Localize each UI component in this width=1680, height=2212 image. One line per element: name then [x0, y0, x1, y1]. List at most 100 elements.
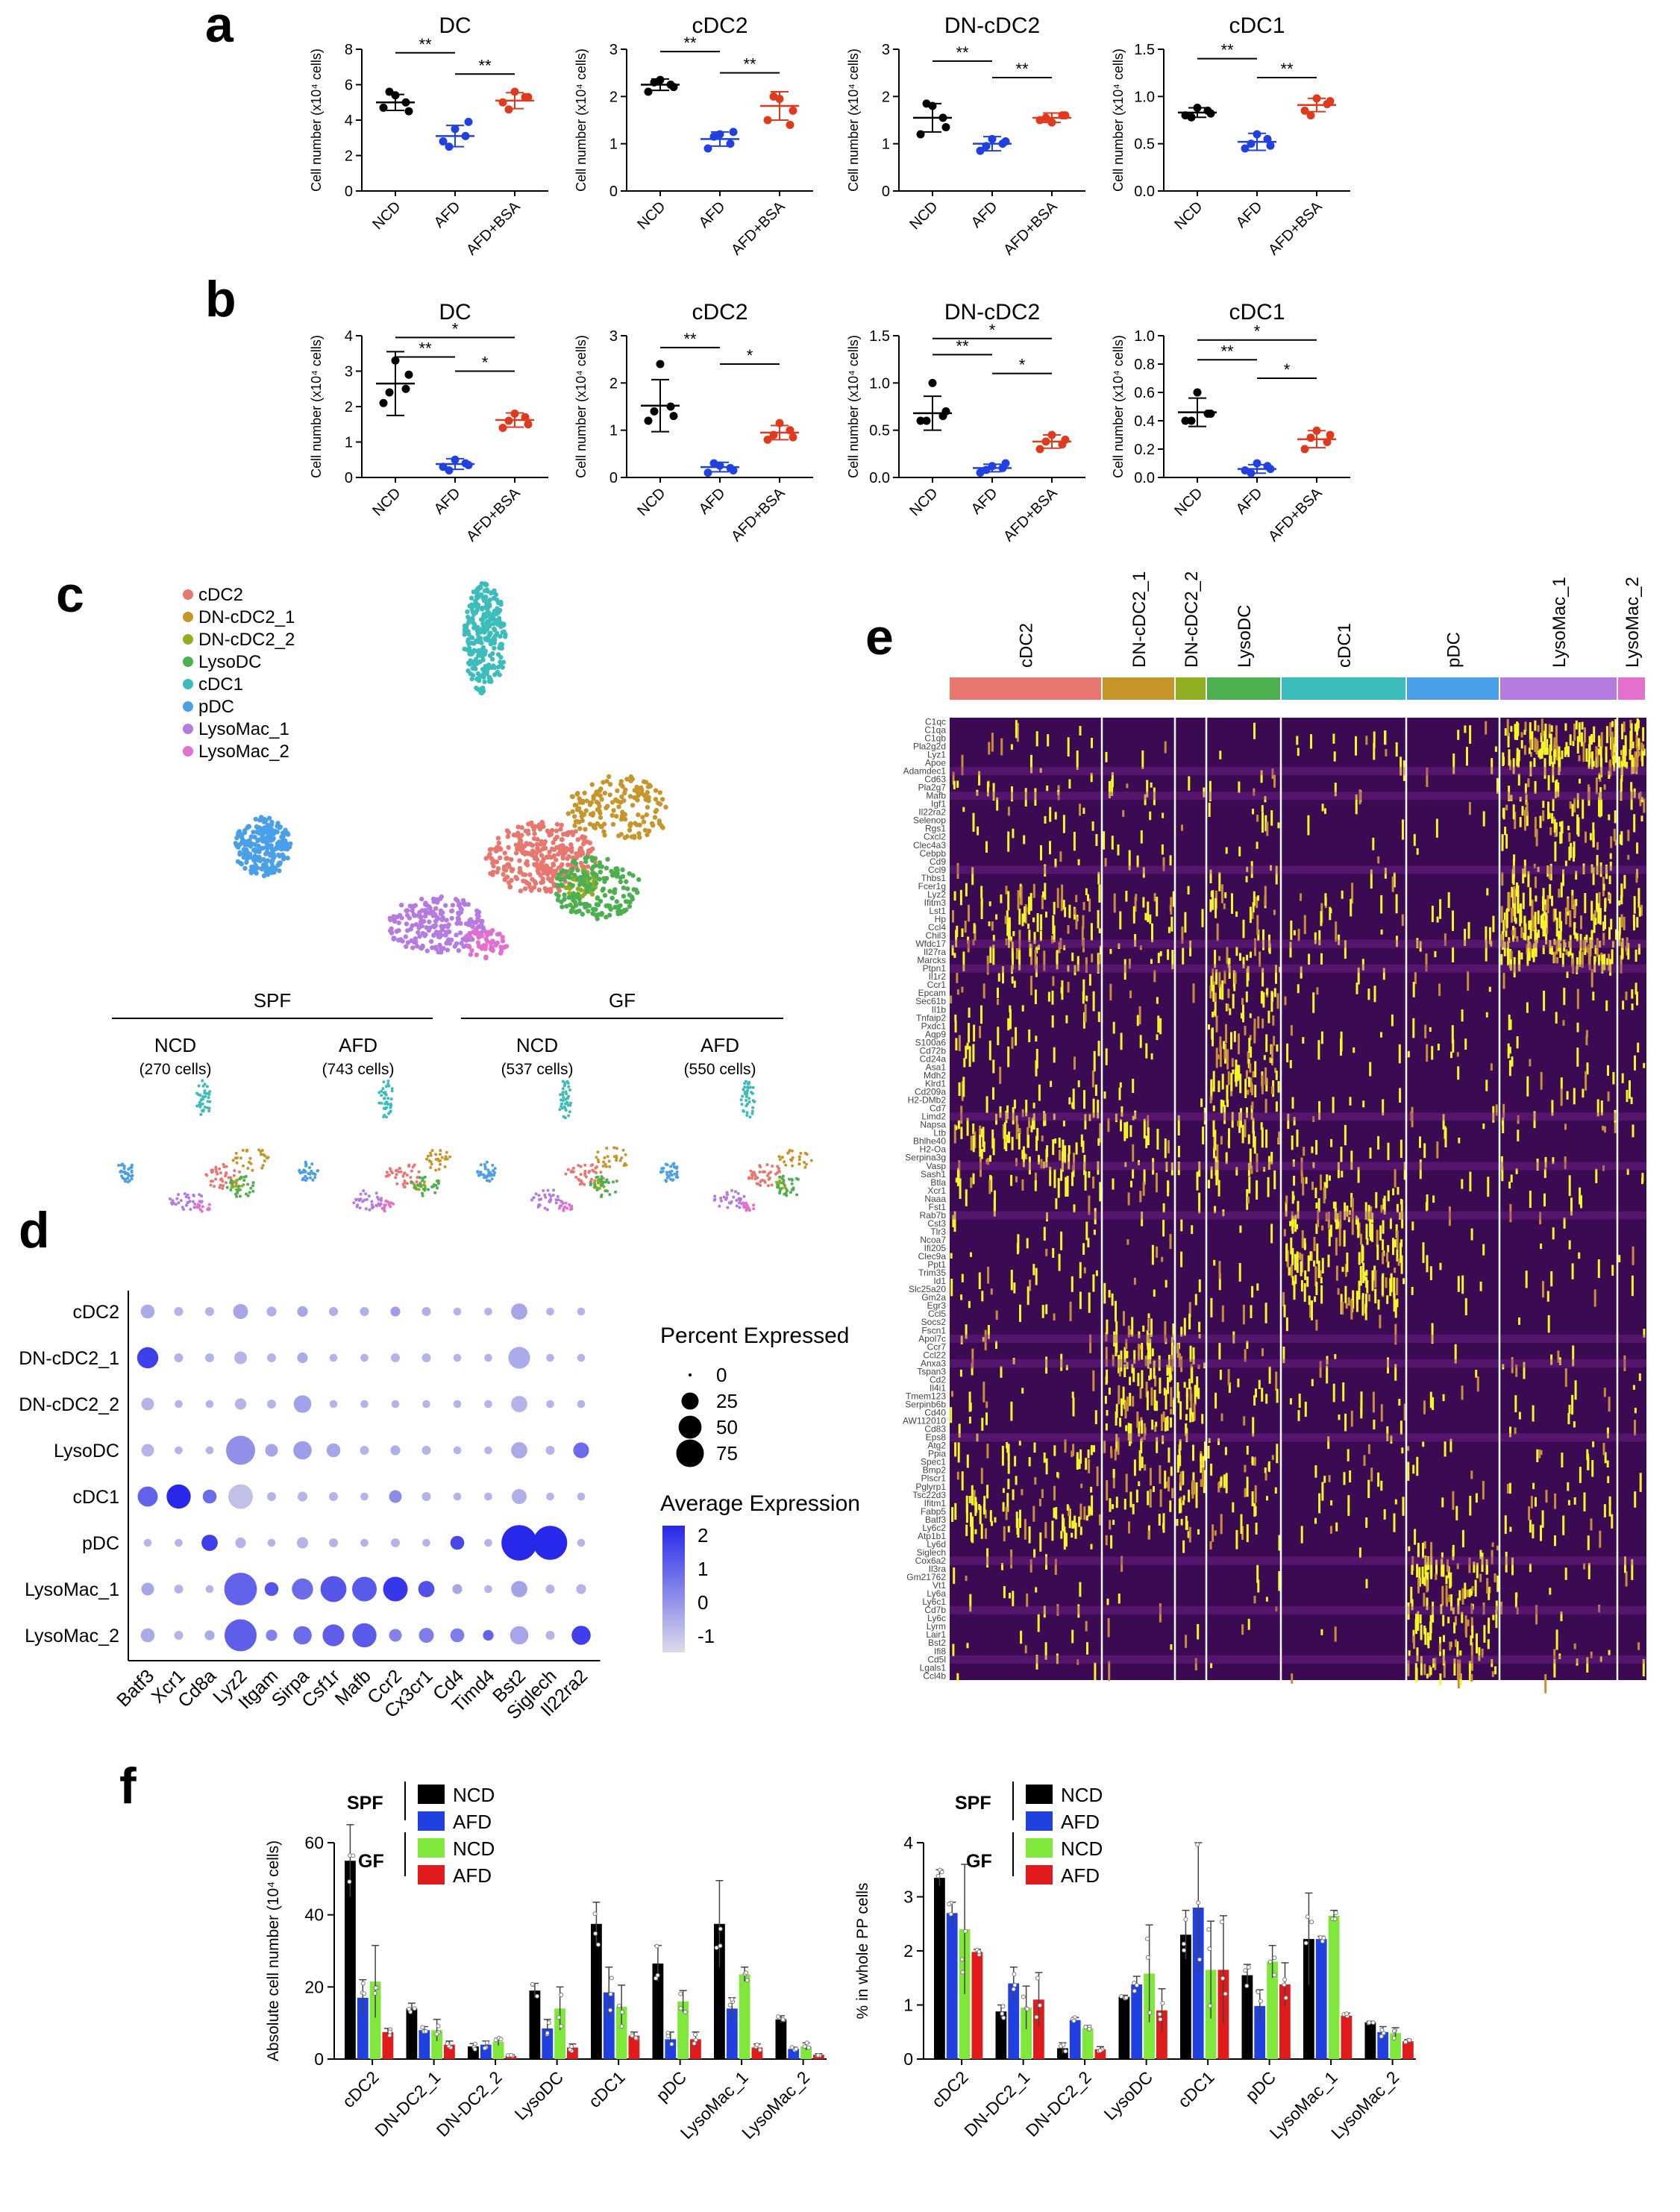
heatmap-cell-6-2: [1193, 1403, 1196, 1421]
umap-main-cell-0: [496, 847, 501, 852]
heatmap-cell-2-0: [1012, 931, 1015, 936]
dotplot-dot-7-13: [545, 1631, 555, 1640]
heatmap-cell-5-1: [1153, 1289, 1156, 1297]
heatmap-cell-2-6: [1565, 949, 1568, 955]
umap-main-cell-6: [459, 906, 464, 912]
heatmap-cell-2-4: [1290, 920, 1293, 941]
heatmap-cell-5-4: [1335, 1222, 1338, 1229]
heatmap-cell-2-0: [1082, 902, 1085, 911]
umap-mini-1-cell-3: [421, 1191, 424, 1195]
heatmap-cell-1-6: [1559, 821, 1561, 827]
umap-mini-1-cell-1: [429, 1151, 432, 1155]
heatmap-cluster-bar-4: [1282, 677, 1405, 700]
heatmap-cell-3-1: [1138, 1006, 1141, 1025]
umap-main-cell-0: [532, 824, 537, 830]
umap-main-cell-3: [586, 903, 592, 909]
heatmap-cell-6-0: [982, 1337, 985, 1342]
heatmap-cell-0-6: [1590, 752, 1593, 759]
heatmap-cell-2-0: [1076, 956, 1079, 971]
heatmap-cell-3-3: [1264, 1067, 1267, 1085]
umap-mini-3-cell-4: [745, 1104, 748, 1108]
umap-main-cell-1: [652, 815, 658, 820]
umap-main-cell-0: [535, 868, 541, 874]
heatmap-cell-1-6: [1609, 862, 1612, 871]
panel-a-siglabel-1-1: **: [743, 55, 756, 74]
heatmap-cell-0-6: [1588, 736, 1591, 751]
panel-b-point-1-2-1: [786, 426, 794, 435]
umap-mini-3-cell-7: [742, 1206, 746, 1209]
umap-mini-1-cell-0: [403, 1179, 407, 1182]
heatmap-cell-0-6: [1600, 732, 1603, 749]
panel-b-point-3-0-3: [1187, 416, 1196, 425]
panel-b-siglabel-2-0: **: [956, 336, 969, 355]
heatmap-cell-5-4: [1285, 1245, 1288, 1262]
umap-main-cell-6: [418, 914, 423, 919]
heatmap-cell-0-7: [1631, 754, 1634, 774]
umap-main-cell-0: [506, 845, 511, 850]
umap-mini-1-cell-1: [437, 1159, 441, 1162]
heatmap-cell-5-1: [1111, 1293, 1114, 1306]
heatmap-cell-3-4: [1300, 966, 1303, 979]
heatmap-cell-3-5: [1407, 1050, 1410, 1058]
heatmap-cell-1-6: [1549, 863, 1552, 881]
heatmap-cell-5-0: [1060, 1231, 1063, 1250]
heatmap-cell-6-3: [1219, 1370, 1222, 1380]
heatmap-cell-2-7: [1620, 888, 1623, 897]
heatmap-cell-3-0: [982, 983, 985, 999]
umap-main-cell-3: [598, 869, 603, 875]
heatmap-cell-5-4: [1291, 1250, 1294, 1265]
heatmap-cell-2-0: [1029, 892, 1032, 911]
heatmap-cell-6-2: [1180, 1326, 1183, 1337]
heatmap-cell-2-6: [1532, 915, 1535, 932]
heatmap-cell-1-6: [1526, 811, 1529, 827]
umap-main-cell-4: [475, 653, 481, 659]
umap-main-cell-7: [495, 932, 501, 937]
umap-mini-2-cell-0: [590, 1177, 594, 1181]
umap-main-cell-4: [468, 659, 474, 665]
heatmap-cell-4-4: [1377, 1135, 1380, 1150]
heatmap-cell-0-7: [1626, 762, 1629, 769]
heatmap-cell-5-4: [1394, 1239, 1397, 1248]
heatmap-cell-5-4: [1321, 1258, 1324, 1273]
heatmap-cell-4-0: [1062, 1121, 1065, 1127]
heatmap-cell-5-4: [1397, 1187, 1400, 1195]
heatmap-cell-5-6: [1543, 1193, 1546, 1207]
heatmap-cell-3-3: [1210, 1079, 1213, 1100]
umap-main-cell-3: [555, 897, 561, 903]
umap-main-cell-6: [416, 930, 421, 936]
heatmap-cell-4-6: [1602, 1126, 1605, 1131]
umap-mini-1-cell-5: [308, 1172, 312, 1176]
heatmap-cell-1-7: [1627, 854, 1630, 860]
heatmap-cell-5-0: [1073, 1204, 1076, 1213]
umap-main-cell-5: [264, 849, 270, 855]
heatmap-cell-4-0: [1062, 1139, 1065, 1160]
umap-mini-3: [659, 1080, 813, 1212]
umap-main-cell-1: [565, 811, 571, 816]
umap-mini-3-cell-3: [794, 1177, 798, 1180]
heatmap-cell-2-7: [1618, 917, 1621, 936]
heatmap-cell-2-6: [1511, 907, 1513, 923]
umap-mini-3-cell-4: [750, 1109, 754, 1113]
heatmap-cell-6-0: [971, 1363, 974, 1376]
heatmap-cell-1-3: [1252, 809, 1254, 815]
umap-main-cell-0: [542, 842, 547, 847]
umap-mini-0-cell-0: [229, 1176, 233, 1179]
heatmap-cell-2-0: [962, 951, 965, 972]
heatmap-cell-0-6: [1609, 759, 1612, 776]
umap-main-cell-1: [609, 800, 615, 805]
heatmap-cell-4-4: [1326, 1174, 1329, 1188]
heatmap-cell-5-4: [1371, 1212, 1374, 1224]
heatmap-cell-4-1: [1156, 1129, 1159, 1150]
heatmap-cell-3-3: [1253, 1018, 1256, 1035]
umap-main-cell-6: [419, 946, 424, 951]
heatmap-cell-3-1: [1153, 970, 1156, 983]
heatmap-cell-3-3: [1251, 1084, 1253, 1096]
heatmap-cell-0-0: [961, 754, 964, 776]
heatmap-cell-4-0: [1068, 1145, 1071, 1154]
umap-main-cell-6: [456, 947, 461, 953]
dotplot-dot-3-10: [453, 1446, 462, 1455]
heatmap-cell-4-3: [1253, 1136, 1256, 1154]
umap-main-cell-4: [487, 676, 492, 681]
umap-main-cell-4: [468, 595, 474, 601]
heatmap-cell-1-6: [1608, 814, 1611, 821]
